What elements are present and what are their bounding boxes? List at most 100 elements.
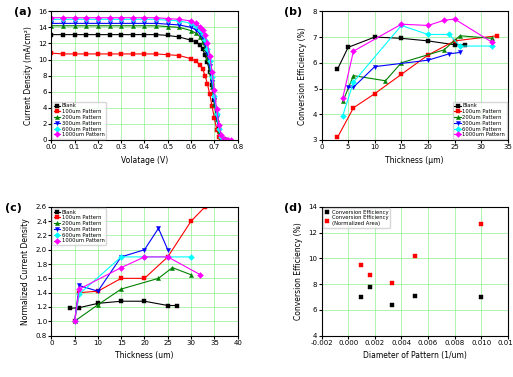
1000um Pattern xyxy=(204,41,210,46)
100um Pattern xyxy=(71,319,77,323)
1000um Pattern xyxy=(225,138,231,142)
Blank xyxy=(130,32,136,37)
100um Pattern xyxy=(451,38,458,43)
600um Pattern xyxy=(188,254,194,259)
Blank xyxy=(118,32,124,37)
100um Pattern xyxy=(221,138,227,142)
300um Pattern xyxy=(457,50,463,55)
1000um Pattern xyxy=(350,49,357,54)
300um Pattern xyxy=(372,64,378,69)
1000um Pattern xyxy=(48,15,54,20)
1000um Pattern xyxy=(118,265,124,270)
Line: 600um Pattern: 600um Pattern xyxy=(72,255,193,323)
Blank xyxy=(165,303,171,308)
200um Pattern xyxy=(221,138,227,142)
1000um Pattern xyxy=(60,15,66,20)
Line: 100um Pattern: 100um Pattern xyxy=(72,205,207,323)
100um Pattern xyxy=(95,52,101,56)
200um Pattern xyxy=(153,23,159,28)
600um Pattern xyxy=(48,17,54,21)
1000um Pattern xyxy=(228,138,234,142)
200um Pattern xyxy=(118,23,124,28)
1000um Pattern xyxy=(425,23,431,28)
Blank xyxy=(372,35,378,39)
Blank xyxy=(223,138,229,142)
Text: (c): (c) xyxy=(5,203,22,213)
Line: 100um Pattern: 100um Pattern xyxy=(49,51,228,142)
200um Pattern xyxy=(216,129,222,133)
100um Pattern xyxy=(165,52,171,57)
100um Pattern xyxy=(218,137,224,142)
300um Pattern xyxy=(83,21,89,26)
600um Pattern xyxy=(350,80,357,84)
Blank xyxy=(202,52,208,57)
200um Pattern xyxy=(202,46,208,51)
1000um Pattern xyxy=(202,33,208,38)
Legend: Blank, 100um Pattern, 200um Pattern, 300um Pattern, 600um Pattern, 1000um Patter: Blank, 100um Pattern, 200um Pattern, 300… xyxy=(52,208,106,245)
300um Pattern xyxy=(204,51,210,55)
Blank xyxy=(107,32,113,37)
Line: 1000um Pattern: 1000um Pattern xyxy=(72,255,203,323)
300um Pattern xyxy=(155,226,162,231)
600um Pattern xyxy=(193,23,199,28)
300um Pattern xyxy=(193,28,199,32)
600um Pattern xyxy=(76,292,82,296)
300um Pattern xyxy=(207,64,213,68)
Blank xyxy=(142,299,148,303)
Blank xyxy=(83,32,89,37)
100um Pattern xyxy=(193,59,199,63)
600um Pattern xyxy=(165,254,171,259)
1000um Pattern xyxy=(489,40,495,44)
100um Pattern xyxy=(107,52,113,56)
200um Pattern xyxy=(60,23,66,28)
Text: (b): (b) xyxy=(284,8,302,17)
600um Pattern xyxy=(398,23,404,28)
Conversion Efficiency xyxy=(358,294,366,300)
Conversion Efficiency
(Normalized Area) xyxy=(366,272,374,278)
X-axis label: Diameter of Pattern (1/um): Diameter of Pattern (1/um) xyxy=(363,351,467,360)
1000um Pattern xyxy=(83,15,89,20)
1000um Pattern xyxy=(200,28,206,32)
100um Pattern xyxy=(165,254,171,259)
100um Pattern xyxy=(494,34,500,38)
200um Pattern xyxy=(223,138,229,142)
1000um Pattern xyxy=(71,319,77,323)
300um Pattern xyxy=(165,247,171,252)
1000um Pattern xyxy=(198,25,204,29)
600um Pattern xyxy=(223,138,229,142)
200um Pattern xyxy=(211,101,218,106)
Blank xyxy=(425,38,431,43)
200um Pattern xyxy=(188,28,194,33)
1000um Pattern xyxy=(441,18,447,23)
X-axis label: Thickness (um): Thickness (um) xyxy=(115,351,174,360)
300um Pattern xyxy=(71,319,77,323)
Blank xyxy=(174,303,180,308)
300um Pattern xyxy=(198,32,204,36)
100um Pattern xyxy=(188,57,194,61)
200um Pattern xyxy=(169,265,175,270)
300um Pattern xyxy=(446,52,452,56)
Line: 200um Pattern: 200um Pattern xyxy=(341,34,494,103)
1000um Pattern xyxy=(165,16,171,21)
Blank xyxy=(48,32,54,37)
Line: Blank: Blank xyxy=(336,35,467,71)
300um Pattern xyxy=(118,254,124,259)
100um Pattern xyxy=(83,52,89,56)
300um Pattern xyxy=(216,128,222,133)
200um Pattern xyxy=(165,25,171,29)
300um Pattern xyxy=(345,85,351,89)
600um Pattern xyxy=(200,32,206,36)
1000um Pattern xyxy=(207,53,213,58)
200um Pattern xyxy=(207,69,213,73)
600um Pattern xyxy=(209,75,215,80)
300um Pattern xyxy=(95,21,101,26)
300um Pattern xyxy=(188,25,194,30)
Conversion Efficiency xyxy=(477,294,485,300)
Blank xyxy=(188,38,194,43)
Blank xyxy=(176,35,183,39)
Y-axis label: Current Density (mA/cm²): Current Density (mA/cm²) xyxy=(24,26,33,125)
100um Pattern xyxy=(425,53,431,57)
200um Pattern xyxy=(209,84,215,89)
Blank xyxy=(76,305,82,310)
600um Pattern xyxy=(425,32,431,37)
